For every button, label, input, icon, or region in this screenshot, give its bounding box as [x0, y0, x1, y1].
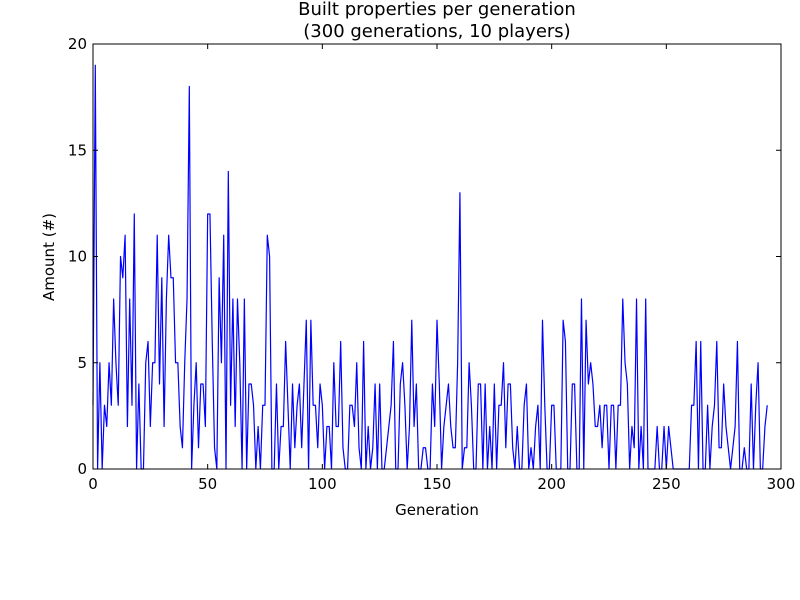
x-tick-label: 300 [767, 475, 796, 493]
x-tick-label: 250 [652, 475, 681, 493]
chart-title: Built properties per generation [298, 0, 576, 20]
y-axis-label: Amount (#) [40, 213, 58, 301]
y-tick-label: 0 [77, 460, 87, 478]
chart-subtitle: (300 generations, 10 players) [303, 21, 570, 42]
axis-ticks: 0 50 100 150 200 250 300 0 5 10 15 20 [68, 35, 795, 493]
x-tick-label: 200 [537, 475, 566, 493]
x-tick-label: 50 [198, 475, 217, 493]
y-tick-label: 15 [68, 141, 87, 159]
x-tick-label: 150 [423, 475, 452, 493]
y-tick-label: 10 [68, 248, 87, 266]
x-axis-label: Generation [395, 501, 479, 519]
x-tick-label: 0 [88, 475, 98, 493]
y-tick-label: 20 [68, 35, 87, 53]
y-tick-label: 5 [77, 354, 87, 372]
x-tick-label: 100 [308, 475, 337, 493]
